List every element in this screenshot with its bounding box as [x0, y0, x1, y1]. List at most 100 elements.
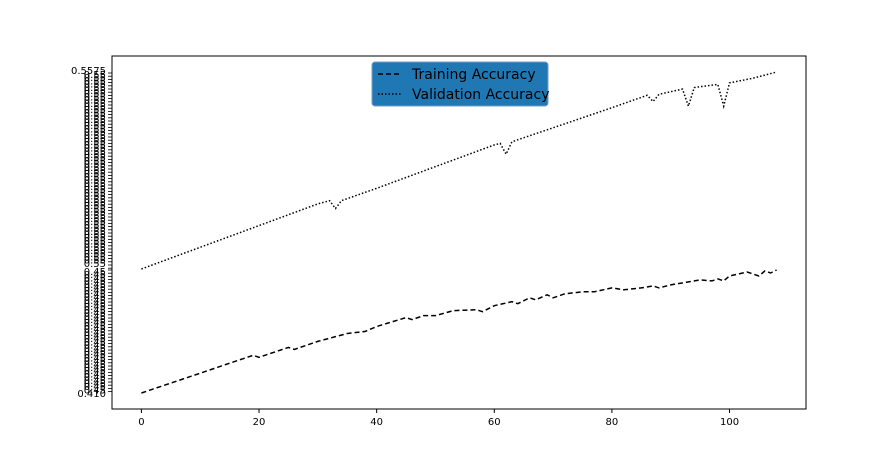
y-tick-label: 0.55: [84, 195, 106, 206]
y-tick-label: 0.45: [84, 293, 106, 304]
y-tick-label: 0.45: [84, 382, 106, 393]
y-tick-label-bottom: 0.410: [77, 389, 106, 400]
x-axis: 0 20 40 60 80 100: [138, 409, 739, 428]
y-tick-label: 0.45: [84, 385, 106, 396]
y-tick-label: 0.45: [84, 376, 106, 387]
y-tick-label: 0.55: [84, 99, 106, 110]
y-tick-label: 0.45: [84, 280, 106, 291]
y-tick-label: 0.55: [84, 102, 106, 113]
y-tick-label: 0.55: [84, 188, 106, 199]
y-tick-label: 0.45: [84, 273, 106, 284]
y-tick-label: 0.55: [84, 92, 106, 103]
y-tick-label: 0.45: [84, 360, 106, 371]
y-tick-label: 0.55: [84, 163, 106, 174]
y-tick-label: 0.45: [84, 302, 106, 313]
series-line-training-accuracy: [141, 269, 777, 394]
y-tick-label: 0.55: [84, 137, 106, 148]
y-tick-label: 0.55: [84, 217, 106, 228]
y-tick-label: 0.55: [84, 160, 106, 171]
y-tick-label: 0.55: [84, 105, 106, 116]
y-tick-label: 0.55: [84, 86, 106, 97]
y-tick-label: 0.45: [84, 369, 106, 380]
y-tick-label: 0.55: [84, 147, 106, 158]
y-tick-label: 0.45: [84, 337, 106, 348]
y-tick-label: 0.55: [84, 121, 106, 132]
y-tick-label: 0.55: [84, 198, 106, 209]
y-tick-label: 0.55: [84, 144, 106, 155]
y-tick-label: 0.55: [84, 220, 106, 231]
y-tick-label: 0.45: [84, 379, 106, 390]
y-tick-label: 0.55: [84, 233, 106, 244]
legend: Training Accuracy Validation Accuracy: [371, 61, 550, 107]
y-tick-label: 0.45: [84, 267, 106, 278]
y-tick-label: 0.45: [84, 315, 106, 326]
y-tick-label: 0.45: [84, 357, 106, 368]
y-tick-label: 0.55: [84, 128, 106, 139]
y-tick-label: 0.55: [84, 76, 106, 87]
x-tick-label: 60: [488, 417, 501, 428]
legend-label-validation: Validation Accuracy: [412, 87, 550, 103]
y-axis: 0.550.550.550.550.550.550.550.550.550.55…: [71, 66, 112, 400]
y-tick-label: 0.55: [84, 112, 106, 123]
y-tick-label: 0.55: [84, 214, 106, 225]
x-tick-label: 0: [138, 417, 144, 428]
y-tick-label: 0.55: [84, 166, 106, 177]
y-tick-label: 0.55: [84, 150, 106, 161]
y-tick-label-top: 0.5575: [71, 66, 106, 77]
y-tick-label: 0.45: [84, 325, 106, 336]
legend-label-training: Training Accuracy: [411, 67, 536, 83]
y-tick-label: 0.55: [84, 131, 106, 142]
y-tick-label: 0.55: [84, 259, 106, 270]
y-tick-label: 0.45: [84, 366, 106, 377]
y-tick-label: 0.45: [84, 350, 106, 361]
y-tick-label: 0.45: [84, 270, 106, 281]
x-tick-label: 40: [370, 417, 383, 428]
y-tick-label: 0.45: [84, 344, 106, 355]
y-tick-label: 0.55: [84, 70, 106, 81]
y-tick-label: 0.45: [84, 363, 106, 374]
y-tick-label: 0.55: [84, 118, 106, 129]
y-tick-label: 0.55: [84, 243, 106, 254]
y-tick-label: 0.55: [84, 124, 106, 135]
y-tick-label: 0.55: [84, 204, 106, 215]
y-tick-label: 0.45: [84, 277, 106, 288]
y-tick-label: 0.55: [84, 208, 106, 219]
y-tick-label: 0.55: [84, 249, 106, 260]
y-tick-label: 0.55: [84, 256, 106, 267]
y-tick-label: 0.55: [84, 182, 106, 193]
y-tick-label: 0.55: [84, 185, 106, 196]
y-tick-label: 0.45: [84, 296, 106, 307]
y-tick-label: 0.55: [84, 153, 106, 164]
y-tick-label: 0.45: [84, 286, 106, 297]
y-tick-label: 0.55: [84, 224, 106, 235]
y-tick-label: 0.45: [84, 341, 106, 352]
y-tick-label: 0.55: [84, 211, 106, 222]
y-tick-label: 0.55: [84, 227, 106, 238]
legend-box: [371, 61, 549, 107]
y-tick-label: 0.55: [84, 172, 106, 183]
y-tick-label: 0.55: [84, 73, 106, 84]
y-tick-label: 0.55: [84, 240, 106, 251]
y-tick-label: 0.45: [84, 312, 106, 323]
y-tick-label: 0.55: [84, 108, 106, 119]
y-tick-label: 0.45: [84, 299, 106, 310]
y-tick-label: 0.55: [84, 236, 106, 247]
y-tick-label: 0.45: [84, 334, 106, 345]
y-tick-label: 0.55: [84, 169, 106, 180]
y-tick-label: 0.45: [84, 373, 106, 384]
y-tick-label: 0.55: [84, 96, 106, 107]
y-tick-label: 0.55: [84, 192, 106, 203]
y-tick-label: 0.45: [84, 318, 106, 329]
x-tick-label: 100: [720, 417, 739, 428]
y-tick-label: 0.55: [84, 156, 106, 167]
y-tick-label: 0.55: [84, 140, 106, 151]
y-tick-label: 0.55: [84, 252, 106, 263]
y-tick-label: 0.55: [84, 179, 106, 190]
plot-area: [111, 55, 807, 410]
y-tick-label: 0.45: [84, 353, 106, 364]
y-tick-label: 0.45: [84, 328, 106, 339]
y-tick-label: 0.45: [84, 331, 106, 342]
y-tick-label: 0.55: [84, 230, 106, 241]
y-tick-label: 0.45: [84, 305, 106, 316]
